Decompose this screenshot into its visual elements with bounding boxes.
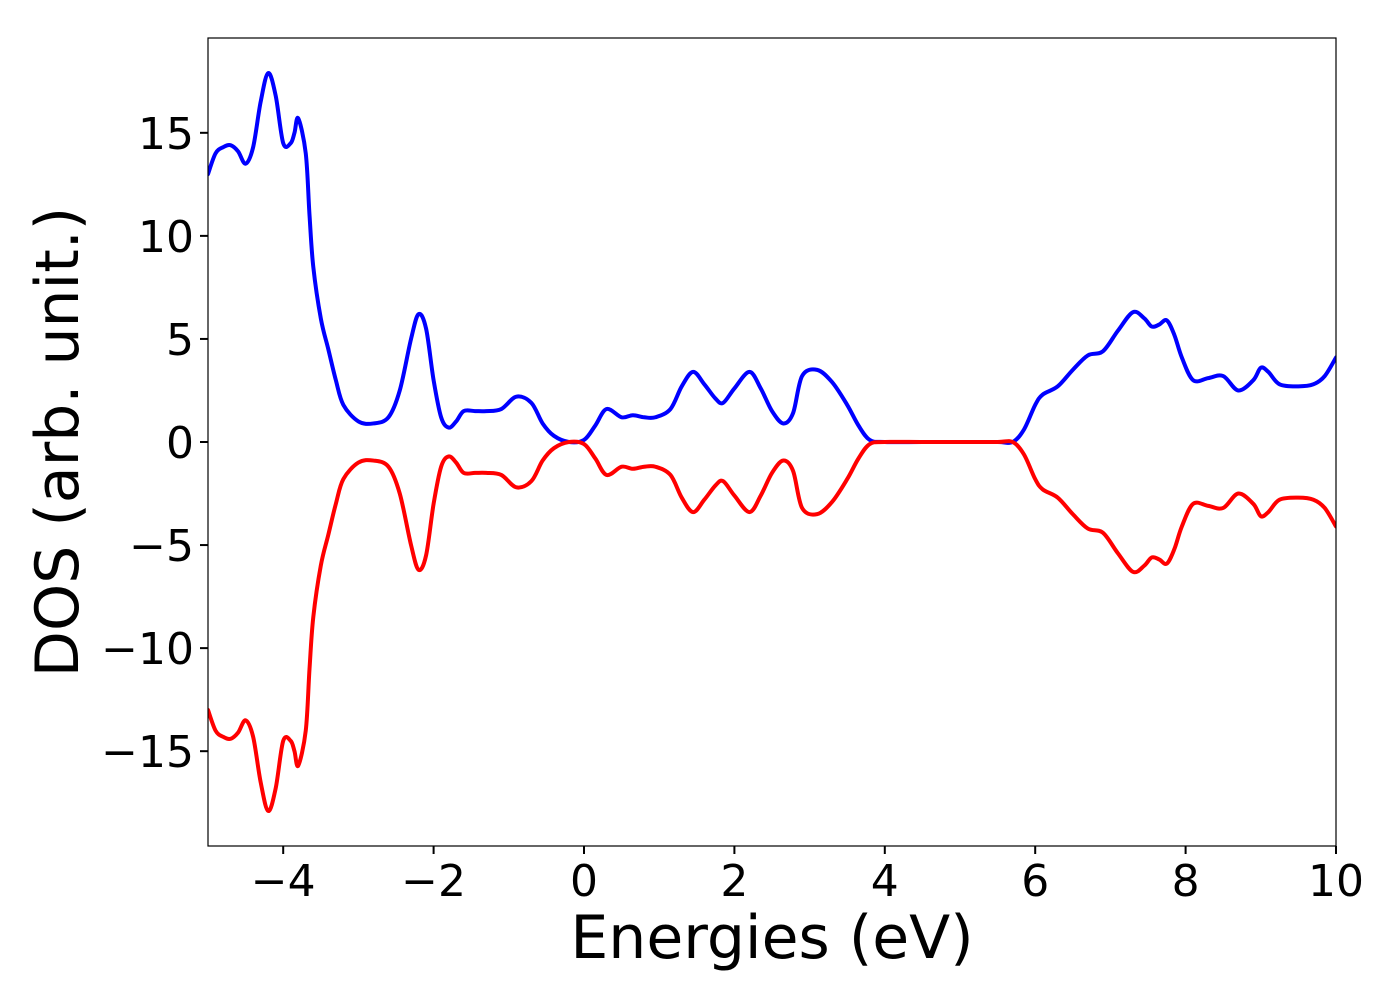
x-tick-label: 10 (1308, 856, 1364, 907)
y-tick-label: −10 (101, 624, 194, 675)
y-tick-label: −15 (101, 727, 194, 778)
y-tick-label: 10 (138, 212, 194, 263)
x-tick-label: 4 (871, 856, 899, 907)
x-tick-label: −2 (401, 856, 466, 907)
series-line-1 (208, 71, 1336, 445)
y-tick-label: −5 (129, 521, 194, 572)
x-tick-label: 8 (1172, 856, 1200, 907)
y-tick-label: 0 (166, 418, 194, 469)
x-tick-label: −4 (251, 856, 316, 907)
x-tick-label: 0 (570, 856, 598, 907)
series-layer (208, 71, 1336, 813)
x-tick-label: 2 (720, 856, 748, 907)
plot-background (208, 38, 1336, 846)
x-axis: −4 −2 0 2 4 6 8 10 (251, 846, 1364, 907)
y-tick-label: 15 (138, 109, 194, 160)
x-tick-label: 6 (1021, 856, 1049, 907)
y-axis-label: DOS (arb. unit.) (23, 207, 93, 677)
series-line-2 (208, 439, 1336, 813)
x-axis-label: Energies (eV) (570, 903, 973, 973)
y-tick-label: 5 (166, 315, 194, 366)
y-axis: −15 −10 −5 0 5 10 15 (101, 109, 208, 778)
